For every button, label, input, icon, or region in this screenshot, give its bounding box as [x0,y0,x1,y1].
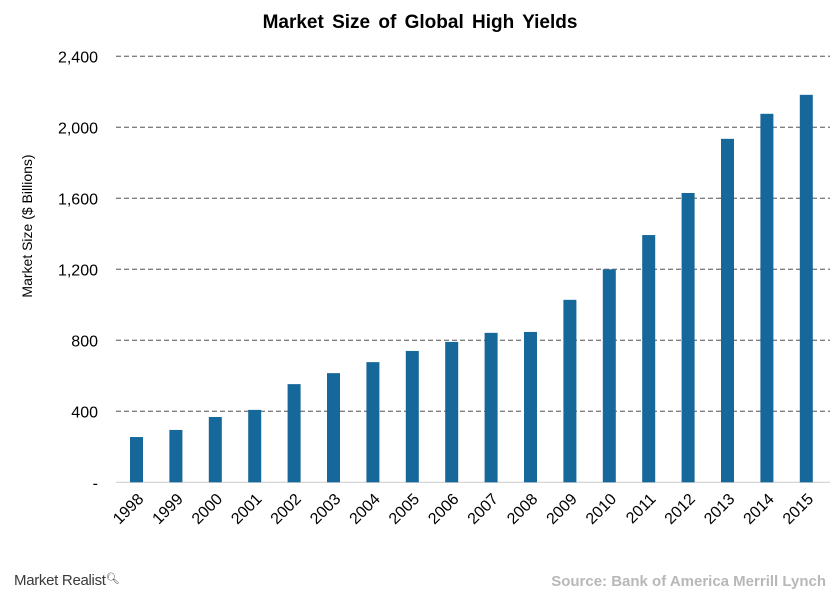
bar-2012 [681,192,695,483]
bar-2015 [799,94,813,483]
x-tick-label: 1998 [110,491,147,528]
x-tick-label: 2004 [347,491,384,528]
bar-2009 [563,299,577,483]
x-tick-label: 2015 [780,491,817,528]
logo-text: Market Realist [14,572,106,589]
x-tick-label: 2003 [307,491,344,528]
magnifier-icon: 🔍︎ [105,573,120,585]
x-tick-label: 2012 [662,491,699,528]
x-tick-label: 2007 [465,491,502,528]
bar-2008 [524,331,537,483]
x-tick-label: 2000 [189,491,226,528]
source-note: Source: Bank of America Merrill Lynch [551,573,826,590]
chart-title: Market Size of Global High Yields [262,12,578,33]
x-tick-label: 2008 [504,491,541,528]
x-tick-label: 2001 [228,491,265,528]
bar-2005 [405,350,419,483]
x-tick-label: 2009 [544,491,581,528]
bar-2006 [445,341,459,483]
bar-2001 [248,409,262,483]
bar-2004 [366,362,380,483]
bar-1999 [169,429,183,483]
x-tick-label: 2013 [701,491,738,528]
y-tick-label: 2,400 [58,49,98,66]
x-tick-label: 2014 [741,491,778,528]
x-tick-label: 2011 [623,491,659,527]
x-tick-label: 2010 [583,491,620,528]
bar-2007 [484,332,498,483]
y-tick-label: 400 [71,404,98,421]
y-tick-label: 2,000 [58,120,98,137]
y-tick-label: 1,600 [58,191,98,208]
y-tick-label: - [93,475,98,492]
bar-2000 [208,416,222,483]
bar-2014 [760,113,774,483]
x-tick-label: 2005 [386,491,423,528]
market-realist-logo: Market Realist🔍︎ [14,572,120,589]
bar-1998 [130,437,143,483]
bar-2013 [721,138,734,483]
bar-2002 [287,384,301,483]
bar-2011 [642,235,656,483]
y-tick-label: 800 [71,333,98,350]
bar-2010 [602,269,616,483]
bar-2003 [327,373,340,483]
x-tick-label: 2002 [268,491,305,528]
x-tick-label: 1999 [150,491,187,528]
x-tick-label: 2006 [425,491,462,528]
y-tick-label: 1,200 [58,262,98,279]
